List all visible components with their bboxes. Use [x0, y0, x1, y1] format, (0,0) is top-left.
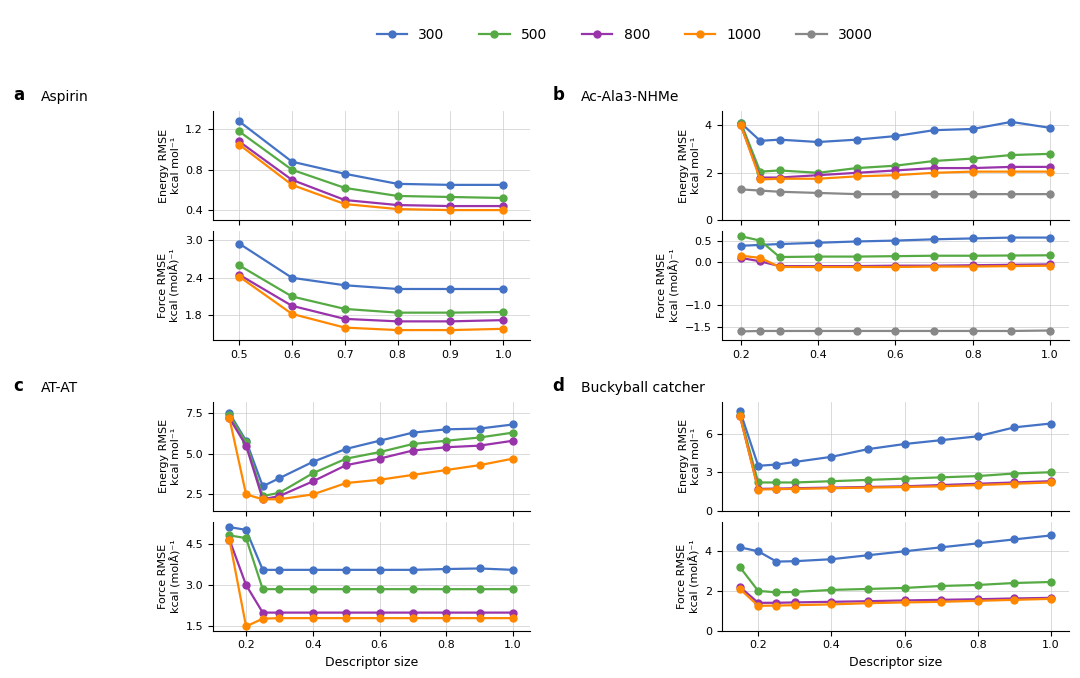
Text: b: b: [553, 86, 565, 104]
Text: AT-AT: AT-AT: [41, 381, 78, 395]
Text: Ac-Ala3-NHMe: Ac-Ala3-NHMe: [581, 90, 679, 104]
Text: a: a: [13, 86, 24, 104]
Y-axis label: Force RMSE
kcal (molÅ)⁻¹: Force RMSE kcal (molÅ)⁻¹: [158, 249, 181, 323]
X-axis label: Descriptor size: Descriptor size: [325, 656, 418, 669]
Text: c: c: [13, 377, 23, 395]
Y-axis label: Energy RMSE
kcal mol⁻¹: Energy RMSE kcal mol⁻¹: [679, 419, 701, 494]
Y-axis label: Energy RMSE
kcal mol⁻¹: Energy RMSE kcal mol⁻¹: [160, 129, 181, 203]
Y-axis label: Force RMSE
kcal (molÅ)⁻¹: Force RMSE kcal (molÅ)⁻¹: [677, 539, 701, 613]
Text: d: d: [553, 377, 565, 395]
Y-axis label: Force RMSE
kcal (molÅ)⁻¹: Force RMSE kcal (molÅ)⁻¹: [158, 539, 181, 613]
Text: Aspirin: Aspirin: [41, 90, 89, 104]
Y-axis label: Force RMSE
kcal (molÅ)⁻¹: Force RMSE kcal (molÅ)⁻¹: [658, 249, 680, 323]
X-axis label: Descriptor size: Descriptor size: [849, 656, 942, 669]
Y-axis label: Energy RMSE
kcal mol⁻¹: Energy RMSE kcal mol⁻¹: [679, 129, 701, 203]
Text: Buckyball catcher: Buckyball catcher: [581, 381, 704, 395]
Legend: 300, 500, 800, 1000, 3000: 300, 500, 800, 1000, 3000: [372, 22, 878, 47]
Y-axis label: Energy RMSE
kcal mol⁻¹: Energy RMSE kcal mol⁻¹: [160, 419, 181, 494]
